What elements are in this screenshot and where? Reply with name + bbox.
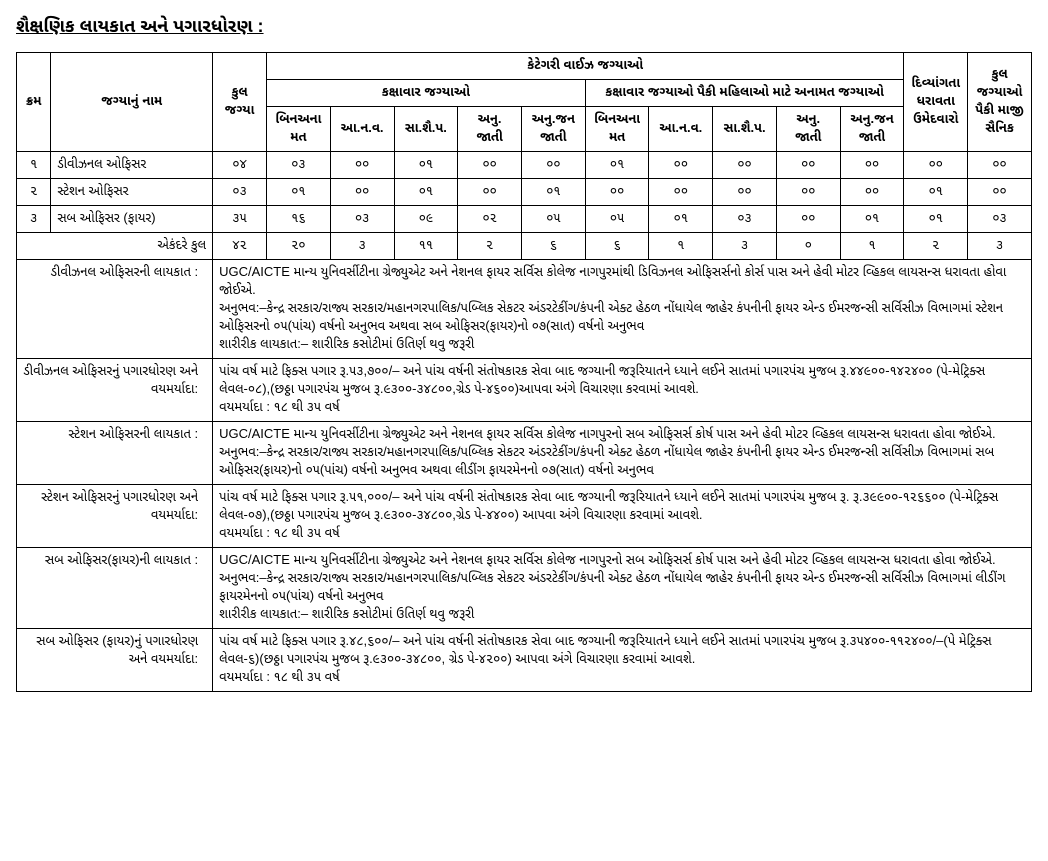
detail-label: ડીવીઝનલ ઓફિસરનું પગારધોરણ અને વયમર્યાદા:	[17, 359, 213, 422]
detail-row: સ્ટેશન ઓફિસરનું પગારધોરણ અને વયમર્યાદા:પ…	[17, 485, 1032, 548]
detail-text: UGC/AICTE માન્ય યુનિવર્સીટીના ગ્રેજ્યુએટ…	[213, 260, 1032, 359]
hdr-w-5: અનુ.જન જાતી	[840, 107, 904, 152]
detail-text: પાંચ વર્ષ માટે ફિક્સ પગાર રૂ.૫૩,૭૦૦/– અન…	[213, 359, 1032, 422]
hdr-catwise: કેટેગરી વાઈઝ જગ્યાઓ	[267, 53, 904, 80]
table-row: ૨સ્ટેશન ઓફિસર૦૩૦૧૦૦૦૧૦૦૦૧૦૦૦૦૦૦૦૦૦૦૦૧૦૦	[17, 179, 1032, 206]
detail-text: પાંચ વર્ષ માટે ફિક્સ પગાર રૂ.૪૮,૬૦૦/– અન…	[213, 629, 1032, 692]
detail-row: ડીવીઝનલ ઓફિસરની લાયકાત :UGC/AICTE માન્ય …	[17, 260, 1032, 359]
hdr-k-2: આ.ન.વ.	[330, 107, 394, 152]
detail-label: સબ ઓફિસર (ફાયર)નું પગારધોરણ અને વયમર્યાદ…	[17, 629, 213, 692]
detail-text: UGC/AICTE માન્ય યુનિવર્સીટીના ગ્રેજ્યુએટ…	[213, 422, 1032, 485]
table-total-row: એકંદરે કુલ૪૨૨૦૩૧૧૨૬૬૧૩૦૧૨૩	[17, 233, 1032, 260]
detail-row: ડીવીઝનલ ઓફિસરનું પગારધોરણ અને વયમર્યાદા:…	[17, 359, 1032, 422]
hdr-sr: ક્રમ	[17, 53, 51, 152]
detail-label: સબ ઓફિસર(ફાયર)ની લાયકાત :	[17, 548, 213, 629]
hdr-k-1: બિનઅનામત	[267, 107, 331, 152]
vacancy-table: ક્રમ જગ્યાનું નામ કુલ જગ્યા કેટેગરી વાઈઝ…	[16, 52, 1032, 692]
detail-text: UGC/AICTE માન્ય યુનિવર્સીટીના ગ્રેજ્યુએટ…	[213, 548, 1032, 629]
hdr-w-2: આ.ન.વ.	[649, 107, 713, 152]
hdr-total: કુલ જગ્યા	[213, 53, 267, 152]
detail-row: સબ ઓફિસર(ફાયર)ની લાયકાત :UGC/AICTE માન્ય…	[17, 548, 1032, 629]
hdr-w-4: અનુ. જાતી	[776, 107, 840, 152]
detail-label: સ્ટેશન ઓફિસરનું પગારધોરણ અને વયમર્યાદા:	[17, 485, 213, 548]
table-row: ૩સબ ઓફિસર (ફાયર)૩૫૧૬૦૩૦૯૦૨૦૫૦૫૦૧૦૩૦૦૦૧૦૧…	[17, 206, 1032, 233]
hdr-k-4: અનુ. જાતી	[458, 107, 522, 152]
detail-text: પાંચ વર્ષ માટે ફિક્સ પગાર રૂ.૫૧,૦૦૦/– અન…	[213, 485, 1032, 548]
table-row: ૧ડીવીઝનલ ઓફિસર૦૪૦૩૦૦૦૧૦૦૦૦૦૧૦૦૦૦૦૦૦૦૦૦૦૦	[17, 152, 1032, 179]
detail-label: ડીવીઝનલ ઓફિસરની લાયકાત :	[17, 260, 213, 359]
detail-row: સબ ઓફિસર (ફાયર)નું પગારધોરણ અને વયમર્યાદ…	[17, 629, 1032, 692]
hdr-kaxa: કક્ષાવાર જગ્યાઓ	[267, 80, 586, 107]
hdr-k-5: અનુ.જન જાતી	[521, 107, 585, 152]
hdr-ex: કુલ જગ્યાઓ પૈકી માજી સૈનિક	[968, 53, 1032, 152]
hdr-k-3: સા.શૈ.પ.	[394, 107, 458, 152]
hdr-w-3: સા.શૈ.પ.	[713, 107, 777, 152]
hdr-pwd: દિવ્યાંગતા ધરાવતા ઉમેદવારો	[904, 53, 968, 152]
page-title: શૈક્ષણિક લાયકાત અને પગારધોરણ :	[16, 16, 1032, 40]
detail-row: સ્ટેશન ઓફિસરની લાયકાત :UGC/AICTE માન્ય ય…	[17, 422, 1032, 485]
hdr-name: જગ્યાનું નામ	[51, 53, 213, 152]
hdr-w-1: બિનઅનામત	[585, 107, 649, 152]
detail-label: સ્ટેશન ઓફિસરની લાયકાત :	[17, 422, 213, 485]
table-header: ક્રમ જગ્યાનું નામ કુલ જગ્યા કેટેગરી વાઈઝ…	[17, 53, 1032, 152]
hdr-kaxa-w: કક્ષાવાર જગ્યાઓ પૈકી મહિલાઓ માટે અનામત જ…	[585, 80, 904, 107]
